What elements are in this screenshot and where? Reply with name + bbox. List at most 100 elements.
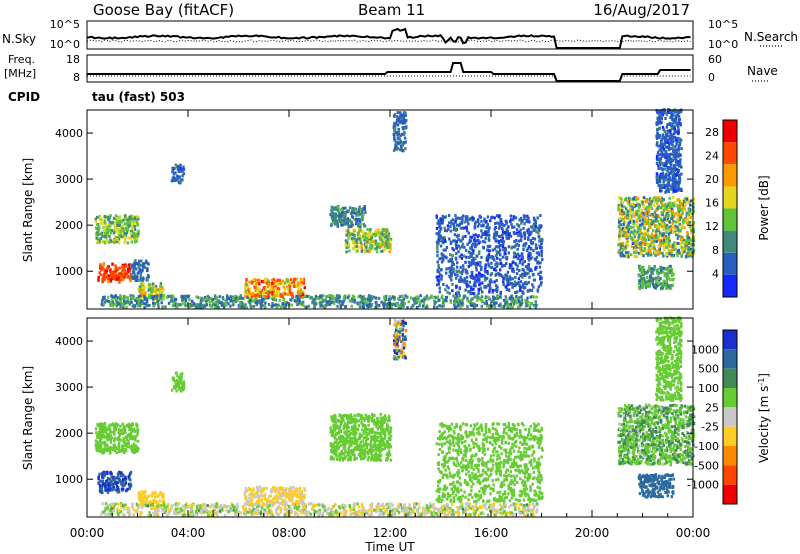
echo-cell bbox=[358, 225, 362, 229]
echo-cell bbox=[666, 227, 669, 231]
echo-cell bbox=[439, 273, 442, 277]
echo-cell bbox=[248, 297, 251, 301]
echo-cell bbox=[539, 261, 542, 265]
echo-cell bbox=[107, 276, 110, 280]
echo-cell bbox=[151, 297, 155, 301]
echo-cell bbox=[127, 263, 131, 267]
echo-cell bbox=[284, 281, 287, 285]
echo-cell bbox=[688, 238, 691, 241]
echo-cell bbox=[445, 267, 448, 271]
echo-cell bbox=[658, 187, 662, 191]
echo-cell bbox=[689, 236, 692, 240]
echo-cell bbox=[487, 306, 491, 309]
echo-cell bbox=[365, 236, 368, 240]
echo-cell bbox=[350, 237, 354, 240]
echo-cell bbox=[369, 299, 372, 303]
echo-cell bbox=[183, 294, 186, 298]
echo-cell bbox=[470, 247, 474, 251]
echo-cell bbox=[664, 207, 667, 210]
echo-cell bbox=[440, 236, 443, 239]
echo-cell bbox=[669, 201, 672, 205]
echo-cell bbox=[128, 224, 131, 228]
echo-cell bbox=[655, 143, 658, 147]
echo-cell bbox=[513, 245, 516, 249]
power-ylabel: Slant Range [km] bbox=[21, 158, 35, 262]
echo-cell bbox=[676, 136, 679, 140]
echo-cell bbox=[683, 226, 686, 230]
echo-cell bbox=[487, 230, 490, 234]
echo-cell bbox=[529, 251, 532, 255]
echo-cell bbox=[94, 220, 98, 224]
echo-cell bbox=[99, 232, 102, 236]
echo-cell bbox=[114, 294, 118, 298]
echo-cell bbox=[438, 257, 441, 261]
echo-cell bbox=[108, 221, 112, 224]
echo-cell bbox=[404, 114, 407, 118]
echo-cell bbox=[120, 235, 123, 239]
date-label: 16/Aug/2017 bbox=[593, 1, 690, 19]
echo-cell bbox=[470, 270, 474, 274]
echo-cell bbox=[298, 302, 301, 306]
echo-cell bbox=[180, 295, 183, 299]
echo-cell bbox=[645, 243, 649, 247]
echo-cell bbox=[655, 217, 658, 221]
echo-cell bbox=[404, 126, 407, 130]
echo-cell bbox=[671, 176, 675, 180]
echo-cell bbox=[637, 209, 640, 213]
echo-cell bbox=[532, 222, 536, 226]
echo-cell bbox=[362, 295, 365, 298]
echo-cell bbox=[476, 275, 480, 279]
echo-cell bbox=[159, 296, 162, 300]
echo-cell bbox=[467, 231, 470, 235]
echo-cell bbox=[662, 147, 666, 151]
echo-cell bbox=[661, 213, 665, 217]
echo-cell bbox=[660, 185, 663, 189]
echo-cell bbox=[509, 277, 513, 281]
echo-cell bbox=[399, 134, 402, 138]
echo-cell bbox=[661, 184, 664, 187]
echo-cell bbox=[324, 298, 327, 302]
echo-cell bbox=[437, 282, 440, 286]
echo-cell bbox=[333, 216, 336, 220]
echo-cell bbox=[137, 229, 140, 233]
echo-cell bbox=[129, 269, 132, 273]
echo-cell bbox=[346, 296, 350, 300]
echo-cell bbox=[529, 267, 532, 271]
echo-cell bbox=[113, 221, 116, 225]
echo-cell bbox=[332, 219, 335, 223]
echo-cell bbox=[469, 290, 472, 294]
echo-cell bbox=[325, 300, 328, 304]
echo-cell bbox=[100, 218, 104, 222]
echo-cell bbox=[364, 297, 367, 301]
echo-cell bbox=[104, 235, 107, 239]
echo-cell bbox=[667, 241, 671, 245]
echo-cell bbox=[632, 197, 635, 201]
echo-cell bbox=[659, 189, 662, 193]
echo-cell bbox=[110, 270, 114, 274]
echo-cell bbox=[348, 249, 351, 253]
echo-cell bbox=[403, 121, 407, 125]
echo-cell bbox=[344, 219, 348, 222]
echo-cell bbox=[674, 187, 677, 191]
echo-cell bbox=[391, 295, 394, 299]
echo-cell bbox=[665, 162, 668, 166]
echo-cell bbox=[479, 240, 482, 244]
echo-cell bbox=[124, 226, 127, 230]
echo-cell bbox=[507, 288, 510, 292]
echo-cell bbox=[133, 217, 137, 221]
echo-cell bbox=[689, 211, 692, 215]
echo-cell bbox=[663, 271, 667, 275]
echo-cell bbox=[393, 125, 397, 129]
echo-cell bbox=[470, 273, 474, 277]
echo-cell bbox=[341, 223, 344, 227]
echo-cell bbox=[537, 272, 540, 276]
echo-cell bbox=[452, 228, 456, 232]
echo-cell bbox=[659, 224, 662, 228]
echo-cell bbox=[671, 187, 674, 191]
echo-cell bbox=[686, 238, 689, 242]
echo-cell bbox=[291, 294, 294, 298]
echo-cell bbox=[135, 262, 138, 266]
echo-cell bbox=[313, 306, 316, 309]
echo-cell bbox=[132, 276, 135, 280]
echo-cell bbox=[653, 285, 657, 289]
